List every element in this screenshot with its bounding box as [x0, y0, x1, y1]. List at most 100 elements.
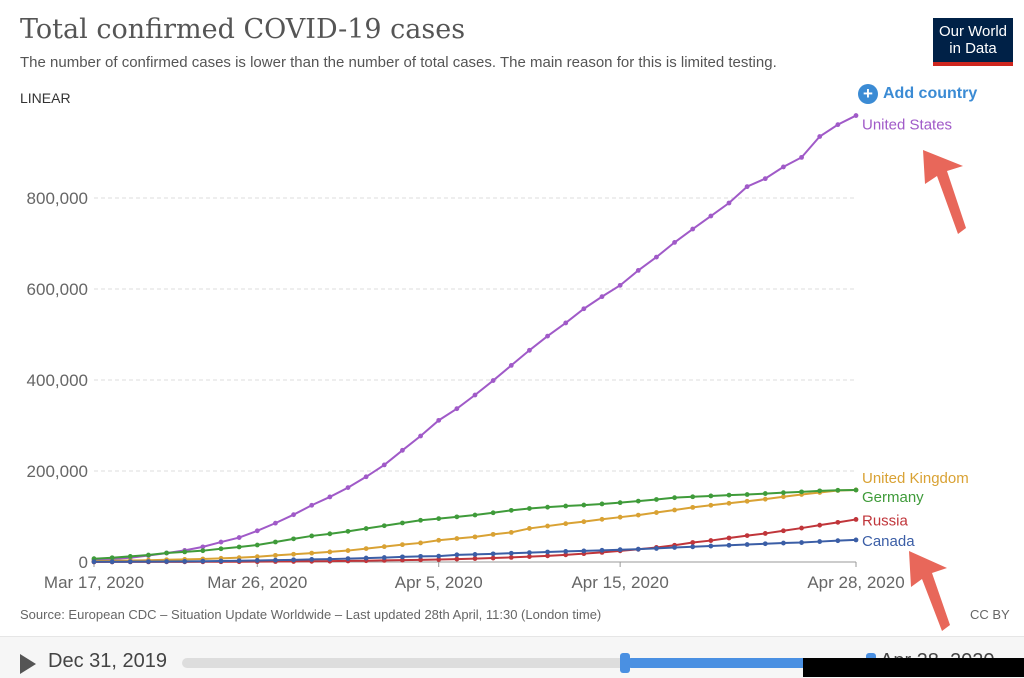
data-point — [599, 501, 605, 507]
data-point — [762, 531, 768, 536]
data-point — [309, 533, 315, 539]
play-icon[interactable] — [20, 654, 36, 674]
data-point — [254, 542, 260, 548]
data-point — [708, 493, 714, 499]
data-point — [327, 549, 333, 555]
owid-logo[interactable]: Our World in Data — [933, 18, 1013, 66]
data-point — [581, 519, 587, 525]
data-point — [182, 558, 188, 564]
data-point — [690, 226, 696, 232]
data-point — [218, 546, 224, 552]
data-point — [200, 558, 206, 564]
scale-toggle[interactable]: LINEAR — [20, 90, 71, 106]
data-point — [635, 498, 641, 504]
data-point — [545, 553, 550, 559]
data-point — [690, 504, 696, 510]
data-point — [563, 552, 569, 558]
data-point — [381, 523, 387, 529]
data-point — [853, 537, 859, 543]
data-point — [853, 517, 859, 522]
data-point — [363, 546, 369, 551]
data-point — [545, 504, 550, 510]
data-point — [708, 543, 714, 549]
data-point — [654, 497, 659, 502]
data-point — [418, 557, 423, 563]
data-point — [273, 539, 278, 545]
add-country-button[interactable]: + Add country — [858, 84, 977, 104]
logo-line-1: Our World — [938, 23, 1008, 40]
data-point — [309, 502, 315, 508]
data-point — [436, 537, 442, 543]
data-point — [527, 506, 532, 511]
data-point — [273, 557, 278, 563]
data-point — [781, 540, 786, 546]
plus-circle-icon: + — [858, 84, 878, 104]
data-point — [527, 347, 532, 353]
data-point — [236, 544, 242, 550]
y-tick-label: 800,000 — [27, 189, 88, 208]
data-point — [744, 542, 750, 547]
data-point — [527, 550, 532, 556]
data-point — [581, 306, 587, 312]
data-point — [726, 500, 732, 506]
data-point — [744, 492, 750, 497]
data-point — [418, 517, 423, 523]
data-point — [563, 320, 569, 326]
data-point — [436, 557, 442, 562]
data-point — [254, 528, 260, 534]
data-point — [236, 558, 242, 564]
add-country-label: Add country — [883, 85, 978, 102]
data-point — [472, 556, 478, 561]
data-point — [799, 525, 804, 531]
data-point — [817, 488, 823, 494]
data-point — [291, 551, 296, 557]
data-point — [363, 526, 369, 531]
timeline-selected-range[interactable] — [626, 658, 872, 668]
data-point — [381, 544, 387, 550]
data-point — [508, 362, 514, 368]
data-point — [781, 164, 786, 170]
x-tick-label: Mar 17, 2020 — [44, 573, 144, 592]
timeline-start-handle[interactable] — [620, 653, 630, 673]
logo-line-2: in Data — [949, 40, 997, 57]
data-point — [527, 554, 532, 559]
timeline-track[interactable] — [182, 658, 872, 668]
chart-title: Total confirmed COVID-19 cases — [20, 14, 466, 45]
line-chart[interactable]: 0 200,000 400,000 600,000 800,000 Mar 17, 202… — [0, 0, 1024, 636]
data-point — [454, 514, 460, 520]
data-point — [291, 512, 296, 518]
data-point — [672, 507, 677, 513]
data-point — [853, 113, 859, 118]
data-point — [744, 184, 750, 190]
data-point — [708, 502, 714, 508]
data-point — [508, 507, 514, 513]
data-point — [218, 558, 224, 564]
data-point — [291, 536, 296, 542]
data-point — [672, 545, 677, 550]
data-point — [563, 521, 569, 527]
data-point — [400, 520, 405, 526]
data-point — [508, 529, 514, 535]
y-tick-label: 600,000 — [27, 280, 88, 299]
data-point — [799, 154, 804, 160]
data-point — [654, 546, 659, 551]
y-tick-label: 400,000 — [27, 371, 88, 390]
data-point — [400, 554, 405, 560]
x-tick-label: Apr 28, 2020 — [807, 573, 904, 592]
data-point — [690, 544, 696, 550]
source-note[interactable]: Source: European CDC – Situation Update … — [20, 607, 602, 622]
data-point — [454, 406, 460, 412]
data-point — [363, 555, 369, 561]
data-point — [635, 267, 641, 273]
chart-subtitle: The number of confirmed cases is lower t… — [20, 54, 777, 71]
x-tick-label: Apr 15, 2020 — [571, 573, 668, 592]
data-point — [490, 378, 496, 383]
series-label-germany: Germany — [862, 489, 924, 506]
data-point — [781, 494, 786, 500]
data-point — [726, 535, 732, 541]
license-link[interactable]: CC BY — [970, 607, 1010, 622]
annotation-arrow-bottom — [909, 551, 950, 631]
data-point — [599, 547, 605, 553]
data-point — [436, 516, 442, 521]
data-point — [708, 538, 714, 543]
